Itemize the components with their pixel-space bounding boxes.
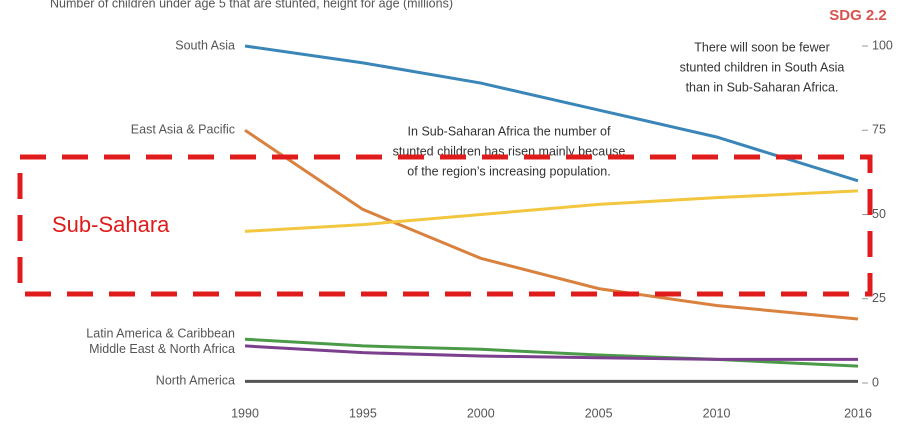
badge-bg bbox=[820, 4, 898, 26]
y-tick-label: 0 bbox=[872, 375, 879, 389]
annotation: In Sub-Saharan Africa the number of bbox=[408, 124, 611, 138]
annotation: stunted children in South Asia bbox=[680, 60, 845, 74]
x-tick-label: 2000 bbox=[467, 406, 495, 420]
x-tick-label: 2010 bbox=[703, 406, 731, 420]
series-line bbox=[244, 344, 858, 361]
x-tick-label: 2005 bbox=[585, 406, 613, 420]
y-tick-label: 25 bbox=[872, 291, 886, 305]
y-tick-label: 100 bbox=[872, 38, 893, 52]
plot: 0 25 50 75 100 1990 1995 2000 2005 2010 2016 South … bbox=[86, 38, 893, 420]
chart-subtitle: Number of children under age 5 that are … bbox=[50, 0, 453, 10]
badge: SDG 2.2 bbox=[829, 7, 887, 24]
series-label: Latin America & Caribbean bbox=[86, 326, 235, 340]
highlight-label-bg bbox=[36, 201, 220, 251]
x-tick-label: 1995 bbox=[349, 406, 377, 420]
annotation: There will soon be fewer bbox=[694, 40, 829, 54]
highlight-label: Sub-Sahara bbox=[52, 212, 170, 237]
annotation: of the region’s increasing population. bbox=[407, 164, 610, 178]
series-label: North America bbox=[156, 374, 235, 388]
annotation: than in Sub-Saharan Africa. bbox=[686, 80, 839, 94]
series-label: Middle East & North Africa bbox=[89, 342, 235, 356]
x-tick-label: 2016 bbox=[844, 406, 872, 420]
series-label: South Asia bbox=[175, 38, 235, 52]
series-line bbox=[244, 189, 859, 233]
y-tick-label: 50 bbox=[872, 207, 886, 221]
x-tick-label: 1990 bbox=[231, 406, 259, 420]
y-tick-label: 75 bbox=[872, 123, 886, 137]
highlight-box bbox=[17, 154, 873, 297]
series-label: East Asia & Pacific bbox=[131, 123, 235, 137]
series-line bbox=[244, 44, 859, 183]
series-line bbox=[244, 129, 859, 321]
